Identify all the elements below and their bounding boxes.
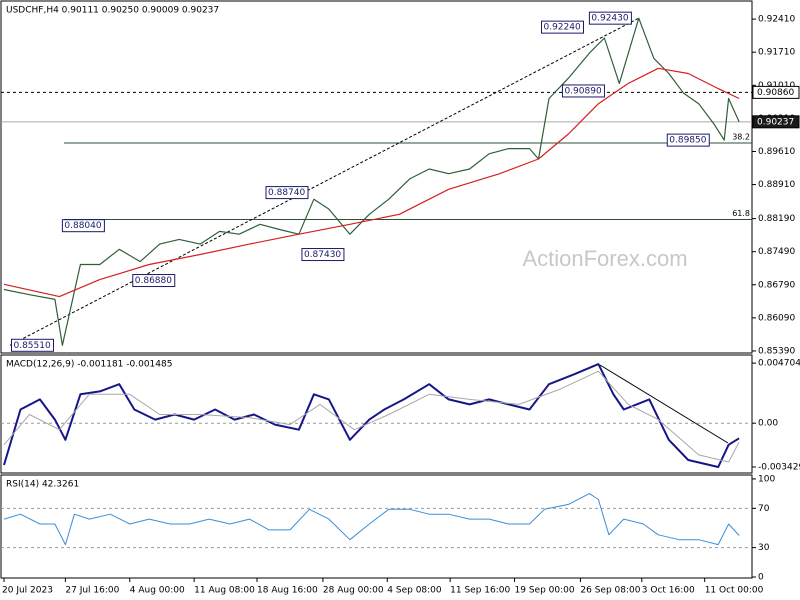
x-tick-label: 11 Sep 16:00 (450, 586, 510, 596)
x-tick-label: 4 Sep 08:00 (387, 586, 442, 596)
y-tick-label: 0.88910 (758, 180, 795, 190)
y-tick-label: 0.92410 (758, 15, 795, 25)
y-tick-label: 100 (758, 474, 775, 484)
annotation-box (540, 20, 584, 34)
y-tick-label: 0.004704 (758, 359, 800, 369)
annotation-label: 0.92430 (591, 14, 628, 24)
series-line (3, 370, 740, 463)
panel-frame (0, 474, 753, 579)
y-tick-label: 0.87490 (758, 247, 795, 257)
x-tick-label: 18 Aug 16:00 (257, 586, 318, 596)
series-line (3, 17, 740, 346)
x-tick-label: 20 Jul 2023 (2, 586, 53, 596)
annotation-box (301, 248, 345, 262)
price-box-label: 0.90237 (757, 117, 794, 127)
annotation-box (61, 219, 105, 233)
annotation-label: 0.85510 (13, 341, 50, 351)
annotation-box (561, 84, 605, 98)
y-tick-label: 0.91010 (758, 81, 795, 91)
series-line (3, 67, 740, 298)
fib-label: 61.8 (732, 209, 750, 218)
x-tick-label: 4 Aug 00:00 (130, 586, 185, 596)
panel-title: RSI(14) 42.3261 (6, 480, 79, 490)
series-line (3, 363, 740, 468)
annotation-label: 0.92240 (543, 23, 580, 33)
annotation-label: 0.89850 (669, 136, 706, 146)
y-tick-label: 0.00 (758, 419, 778, 429)
watermark: ActionForex.com (522, 246, 687, 271)
series-line (3, 493, 740, 546)
panel-frame (0, 0, 753, 354)
y-tick-label: 70 (758, 504, 770, 514)
x-tick-label: 11 Aug 08:00 (194, 586, 255, 596)
panel-title: USDCHF,H4 0.90111 0.90250 0.90009 0.9023… (6, 6, 219, 16)
y-tick-label: 0.91710 (758, 48, 795, 58)
annotation-label: 0.88040 (64, 221, 101, 231)
annotation-label: 0.90890 (564, 86, 601, 96)
annotation-label: 0.86880 (135, 276, 172, 286)
macd-trendline (599, 364, 729, 444)
price-box (752, 85, 800, 99)
y-tick-label: -0.003429 (758, 462, 800, 472)
y-tick-label: 0.86790 (758, 280, 795, 290)
annotation-box (132, 274, 176, 288)
annotation-label: 0.88740 (268, 188, 305, 198)
y-tick-label: 0.85390 (758, 346, 795, 356)
panel-frame (0, 354, 753, 474)
x-tick-label: 3 Oct 16:00 (642, 586, 695, 596)
annotation-box (265, 186, 309, 200)
panel-title: MACD(12,26,9) -0.001181 -0.001485 (6, 360, 172, 370)
x-tick-label: 28 Aug 00:00 (323, 586, 384, 596)
annotation-box (666, 133, 710, 147)
trendline (9, 17, 640, 346)
price-box (752, 115, 800, 129)
annotation-box (588, 11, 632, 25)
y-tick-label: 0.88190 (758, 214, 795, 224)
x-tick-label: 11 Oct 00:00 (705, 586, 764, 596)
y-tick-label: 0.89610 (758, 147, 795, 157)
x-tick-label: 26 Sep 08:00 (580, 586, 640, 596)
annotation-box (10, 338, 54, 352)
x-tick-label: 19 Sep 00:00 (515, 586, 575, 596)
fib-label: 38.2 (732, 132, 750, 141)
y-tick-label: 0.86090 (758, 313, 795, 323)
x-tick-label: 27 Jul 16:00 (65, 586, 119, 596)
y-tick-label: 30 (758, 543, 770, 553)
price-box-label: 0.90860 (757, 88, 794, 98)
annotation-label: 0.87430 (304, 250, 341, 260)
y-tick-label: 0 (758, 573, 764, 583)
